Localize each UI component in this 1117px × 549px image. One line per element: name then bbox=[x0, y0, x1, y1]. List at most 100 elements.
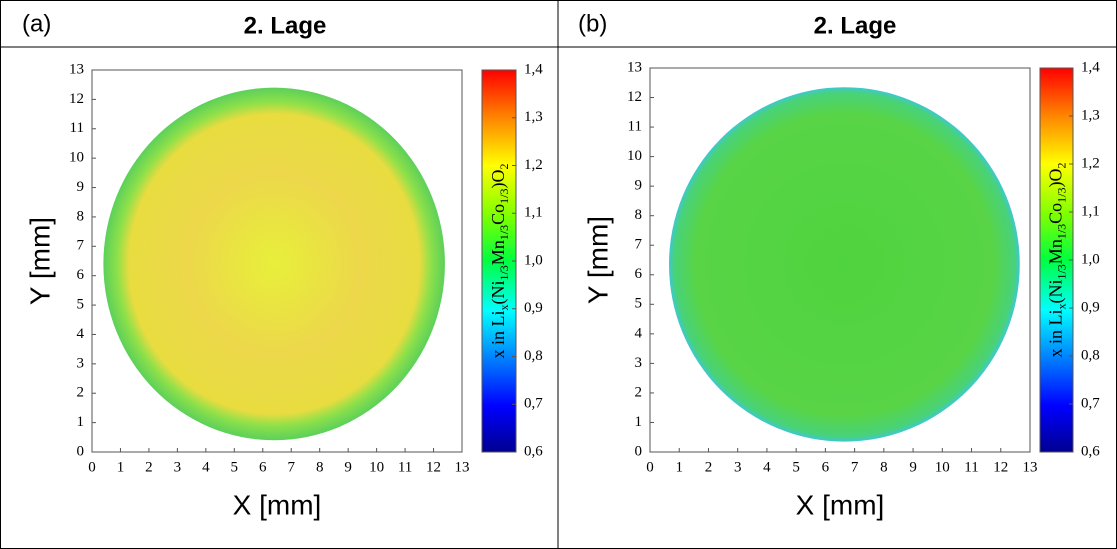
y-tick-label: 6 bbox=[77, 267, 85, 283]
y-tick-label: 13 bbox=[627, 59, 642, 75]
x-tick-label: 10 bbox=[369, 459, 384, 475]
y-tick-label: 6 bbox=[635, 266, 643, 282]
x-tick-label: 9 bbox=[909, 459, 917, 475]
x-tick-label: 13 bbox=[455, 459, 470, 475]
x-tick-label: 5 bbox=[792, 459, 800, 475]
colorbar-tick-label: 0,7 bbox=[1081, 395, 1100, 411]
y-tick-label: 4 bbox=[77, 326, 85, 342]
x-tick-label: 11 bbox=[964, 459, 978, 475]
colorbar-tick-label: 1,1 bbox=[1081, 203, 1100, 219]
colorbar-label-text: x in Li bbox=[1046, 310, 1066, 358]
y-tick-label: 1 bbox=[635, 414, 643, 430]
y-tick-label: 0 bbox=[77, 443, 85, 459]
panel-title: 2. Lage bbox=[244, 12, 327, 39]
y-tick-label: 10 bbox=[69, 150, 84, 166]
colorbar-label-text: Mn bbox=[488, 240, 508, 265]
x-tick-label: 4 bbox=[763, 459, 771, 475]
x-tick-label: 7 bbox=[287, 459, 295, 475]
colorbar-tick-label: 0,6 bbox=[524, 443, 543, 459]
x-tick-label: 10 bbox=[935, 459, 950, 475]
y-tick-label: 10 bbox=[627, 148, 642, 164]
sample-map bbox=[669, 87, 1020, 442]
x-tick-label: 6 bbox=[259, 459, 267, 475]
colorbar-label-text: Co bbox=[1046, 203, 1066, 224]
x-tick-label: 7 bbox=[851, 459, 859, 475]
colorbar-label-subscript: x bbox=[1054, 304, 1068, 310]
y-tick-label: 3 bbox=[77, 355, 85, 371]
x-axis-label: X [mm] bbox=[796, 489, 885, 520]
colorbar-tick-label: 1,2 bbox=[524, 157, 543, 173]
y-tick-label: 8 bbox=[635, 207, 643, 223]
panel-title: 2. Lage bbox=[814, 12, 897, 39]
colorbar-tick-label: 0,7 bbox=[524, 396, 543, 412]
colorbar-label-text: )O bbox=[488, 169, 509, 188]
y-tick-label: 13 bbox=[69, 61, 84, 77]
x-tick-label: 12 bbox=[993, 459, 1008, 475]
y-tick-label: 5 bbox=[77, 297, 85, 313]
colorbar-tick-label: 1,4 bbox=[524, 61, 543, 77]
panel-label: (a) bbox=[22, 10, 51, 37]
colorbar-label: x in Lix(Ni1/3Mn1/3Co1/3)O2 bbox=[1046, 162, 1069, 357]
colorbar-label-subscript: 1/3 bbox=[497, 225, 511, 240]
y-tick-label: 4 bbox=[635, 325, 643, 341]
colorbar-label-subscript: 1/3 bbox=[1054, 264, 1068, 279]
x-tick-label: 1 bbox=[117, 459, 125, 475]
y-axis-label: Y [mm] bbox=[24, 217, 55, 305]
colorbar-tick-label: 0,8 bbox=[1081, 347, 1100, 363]
y-tick-label: 9 bbox=[77, 179, 85, 195]
colorbar-label-text: (Ni bbox=[488, 281, 509, 305]
x-axis-label: X [mm] bbox=[233, 489, 322, 520]
colorbar-label-subscript: 2 bbox=[497, 163, 511, 169]
y-tick-label: 3 bbox=[635, 355, 643, 371]
colorbar-label-subscript: 1/3 bbox=[1054, 224, 1068, 239]
y-tick-label: 5 bbox=[635, 296, 643, 312]
colorbar bbox=[481, 69, 517, 453]
x-tick-label: 11 bbox=[398, 459, 412, 475]
colorbar-label: x in Lix(Ni1/3Mn1/3Co1/3)O2 bbox=[488, 163, 511, 358]
x-tick-label: 12 bbox=[426, 459, 441, 475]
y-tick-label: 11 bbox=[628, 119, 642, 135]
x-tick-label: 6 bbox=[822, 459, 830, 475]
colorbar-label-subscript: x bbox=[497, 305, 511, 311]
x-tick-label: 8 bbox=[880, 459, 888, 475]
plot-frame bbox=[649, 67, 1031, 453]
colorbar-tick-label: 0,9 bbox=[524, 300, 543, 316]
y-axis-label: Y [mm] bbox=[582, 216, 613, 304]
colorbar-label-text: Mn bbox=[1046, 239, 1066, 264]
y-tick-label: 12 bbox=[69, 91, 84, 107]
colorbar-tick-label: 1,0 bbox=[524, 252, 543, 268]
y-tick-label: 9 bbox=[635, 178, 643, 194]
y-tick-label: 0 bbox=[635, 443, 643, 459]
x-tick-label: 0 bbox=[646, 459, 654, 475]
plot-frame bbox=[91, 69, 463, 453]
colorbar-label-subscript: 2 bbox=[1054, 162, 1068, 168]
y-tick-label: 7 bbox=[635, 237, 643, 253]
colorbar-tick-label: 1,3 bbox=[524, 109, 543, 125]
colorbar-label-subscript: 1/3 bbox=[497, 265, 511, 280]
colorbar-label-subscript: 1/3 bbox=[497, 188, 511, 203]
y-tick-label: 7 bbox=[77, 238, 85, 254]
colorbar-label-text: )O bbox=[1046, 168, 1067, 187]
x-tick-label: 13 bbox=[1023, 459, 1038, 475]
y-tick-label: 2 bbox=[77, 385, 85, 401]
x-tick-label: 5 bbox=[231, 459, 239, 475]
x-tick-label: 1 bbox=[675, 459, 683, 475]
x-tick-label: 9 bbox=[344, 459, 352, 475]
sample-map bbox=[103, 87, 445, 441]
colorbar-label-text: (Ni bbox=[1046, 280, 1067, 304]
y-tick-label: 12 bbox=[627, 89, 642, 105]
colorbar-tick-label: 1,4 bbox=[1081, 59, 1100, 75]
colorbar-tick-label: 1,3 bbox=[1081, 107, 1100, 123]
colorbar-tick-label: 0,6 bbox=[1081, 443, 1100, 459]
y-tick-label: 2 bbox=[635, 384, 643, 400]
x-tick-label: 2 bbox=[705, 459, 713, 475]
y-tick-label: 8 bbox=[77, 208, 85, 224]
x-tick-label: 3 bbox=[734, 459, 742, 475]
colorbar-label-text: x in Li bbox=[488, 311, 508, 359]
colorbar-tick-label: 1,0 bbox=[1081, 251, 1100, 267]
colorbar-label-text: Co bbox=[488, 204, 508, 225]
panel-label: (b) bbox=[578, 10, 607, 37]
x-tick-label: 4 bbox=[202, 459, 210, 475]
colorbar-tick-label: 0,8 bbox=[524, 348, 543, 364]
